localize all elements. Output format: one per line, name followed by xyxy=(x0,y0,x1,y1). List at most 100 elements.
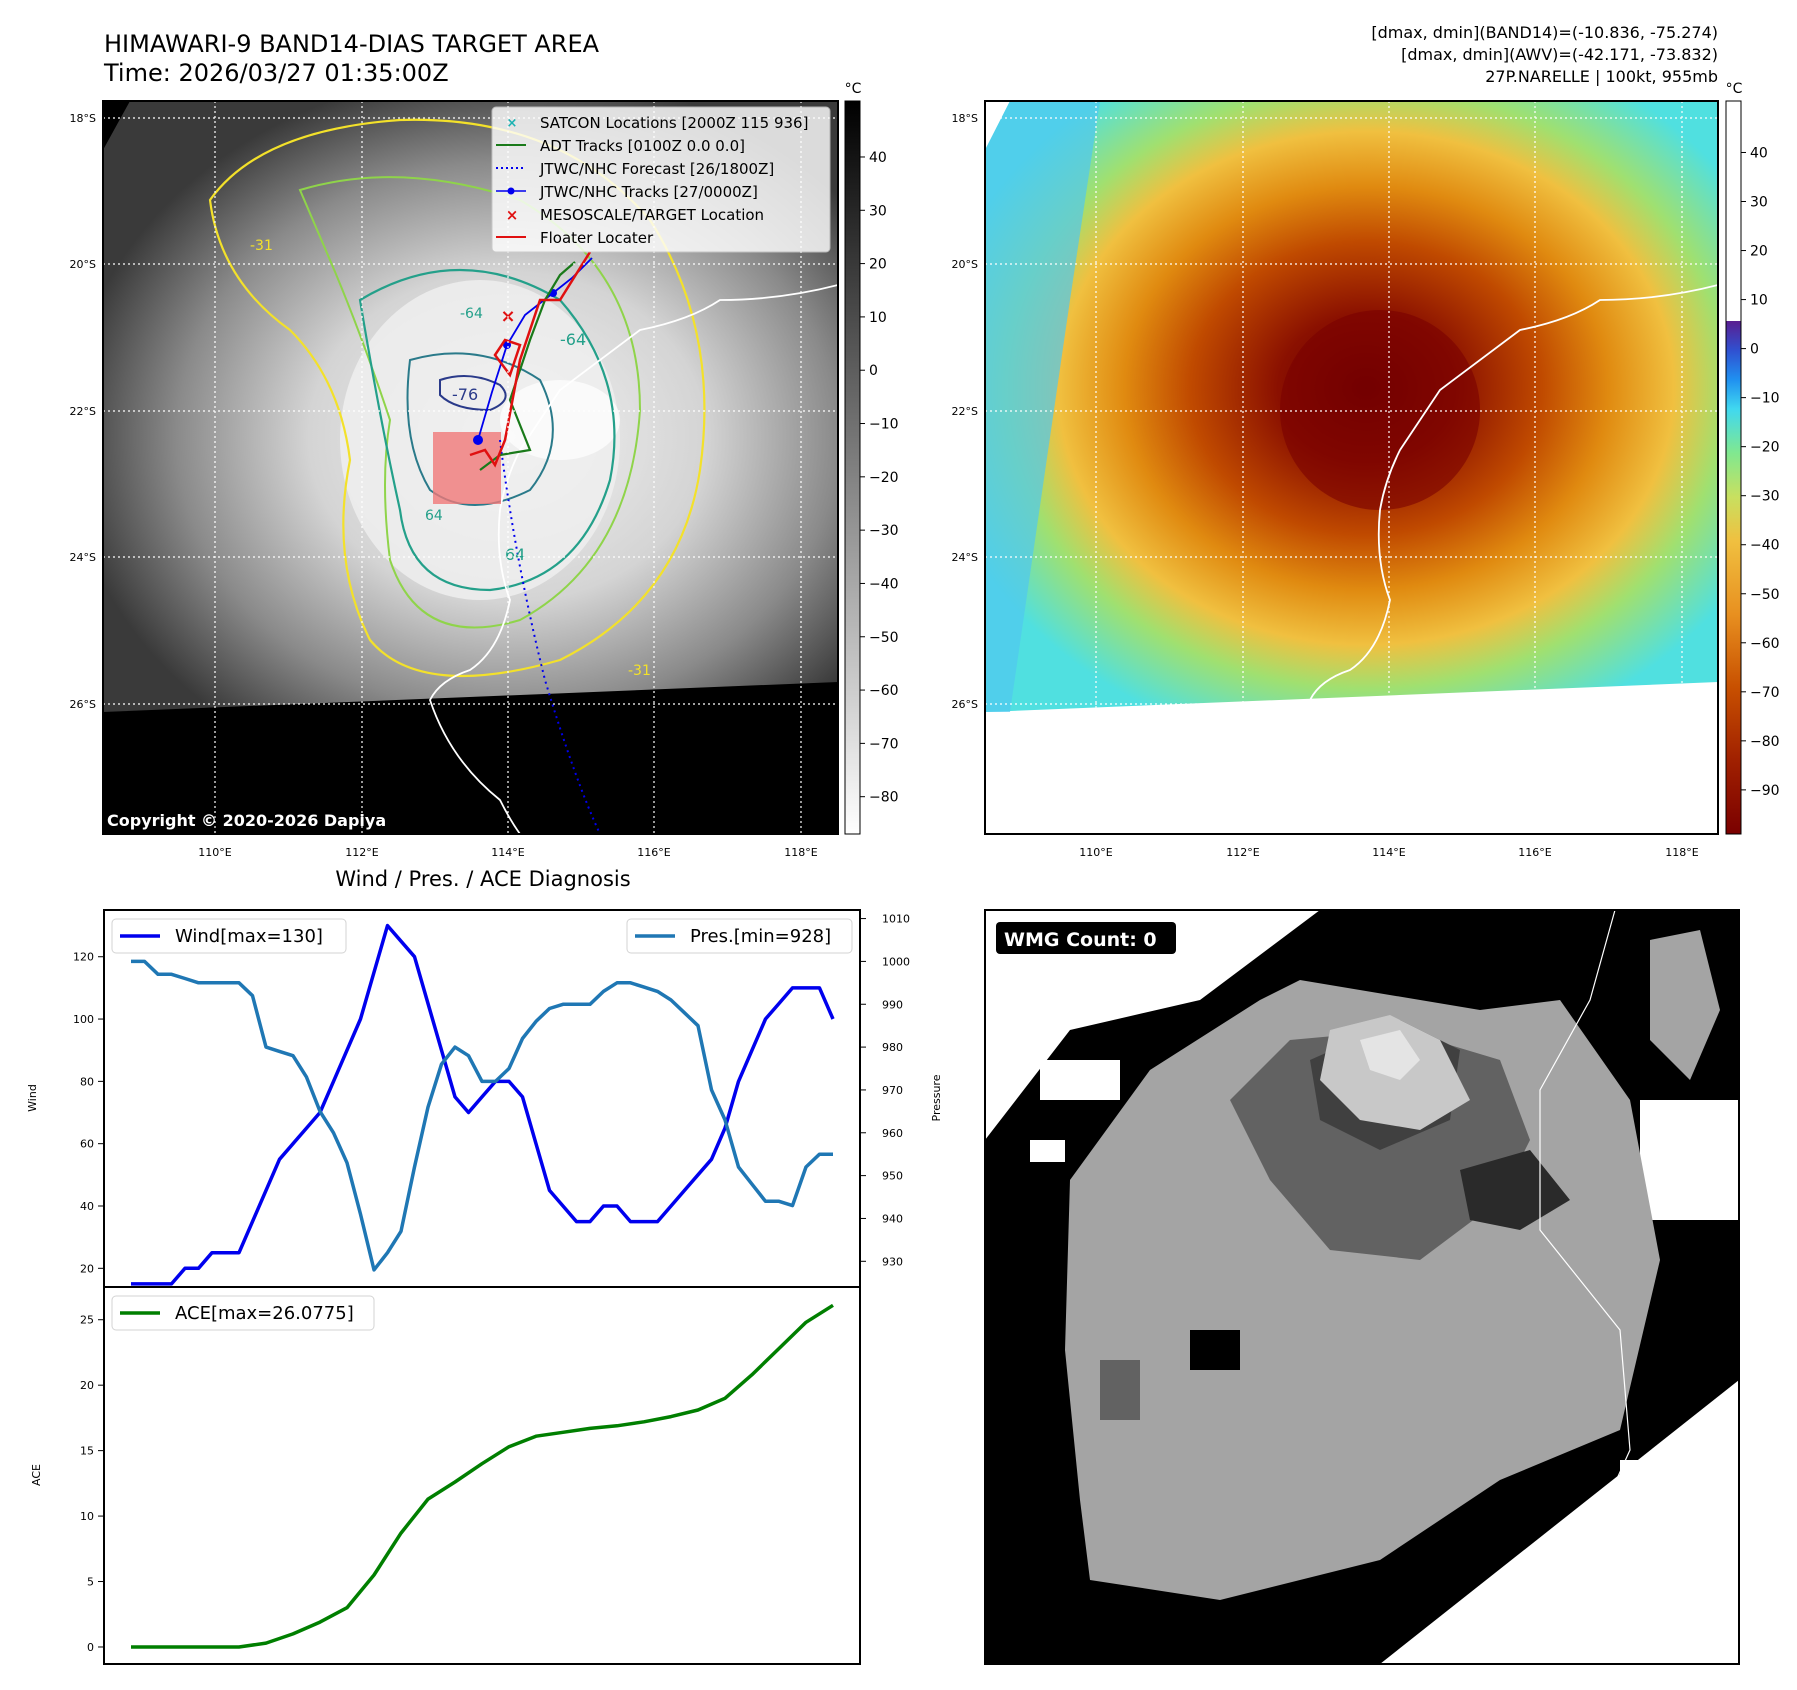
svg-text:116°E: 116°E xyxy=(637,846,670,859)
legend-item-adt: ADT Tracks [0100Z 0.0 0.0] xyxy=(496,137,745,155)
svg-text:26°S: 26°S xyxy=(952,698,978,711)
svg-text:20°S: 20°S xyxy=(70,258,96,271)
wind-pressure-plot: 20 40 60 80 100 120 930 940 950 960 970 980 990 1000 1… xyxy=(26,909,943,1288)
legend-item-forecast: JTWC/NHC Forecast [26/1800Z] xyxy=(496,160,774,178)
ir-colorbar-tick-label: −70 xyxy=(869,736,899,752)
wmg-count-badge xyxy=(996,922,1176,954)
wind-series-line xyxy=(131,923,835,1286)
figure-title: HIMAWARI-9 BAND14-DIAS TARGET AREA xyxy=(104,30,600,58)
jtwc-track xyxy=(477,257,593,441)
ace-legend: ACE[max=26.0775] xyxy=(111,1295,375,1331)
svg-text:×: × xyxy=(507,116,518,131)
pressure-tick-label: 950 xyxy=(882,1170,903,1183)
pressure-tick-label: 940 xyxy=(882,1212,903,1225)
svg-text:118°E: 118°E xyxy=(784,846,817,859)
awv-map xyxy=(984,100,1719,835)
ace-tick-label: 15 xyxy=(80,1445,94,1458)
legend-item-satcon: × SATCON Locations [2000Z 115 936] xyxy=(507,114,809,132)
awv-colorbar-tick-label: 0 xyxy=(1750,342,1759,358)
pressure-legend-label: Pres.[min=928] xyxy=(690,926,831,947)
svg-text:×: × xyxy=(506,206,519,224)
svg-text:26°S: 26°S xyxy=(70,698,96,711)
awv-colorbar-tick-label: −60 xyxy=(1750,636,1780,652)
svg-text:24°S: 24°S xyxy=(952,551,978,564)
ir-colorbar-tick-label: 10 xyxy=(869,310,887,326)
svg-text:118°E: 118°E xyxy=(1665,846,1698,859)
awv-colorbar-tick-label: −10 xyxy=(1750,391,1780,407)
svg-text:20°S: 20°S xyxy=(952,258,978,271)
svg-text:112°E: 112°E xyxy=(345,846,378,859)
copyright: Copyright © 2020-2026 Dapiya xyxy=(107,811,386,830)
awv-colorbar-tick-label: 30 xyxy=(1750,195,1768,211)
legend-item-jtwc-tracks: JTWC/NHC Tracks [27/0000Z] xyxy=(496,183,758,201)
awv-colorbar: °C 40 30 20 10 0 −10 −20 −30 −40 −50 −60 −70 −80 −90 xyxy=(1725,81,1780,835)
wmg-panel: WMG Count: 0 xyxy=(984,909,1740,1665)
contour-64 xyxy=(358,269,616,592)
target-area-box xyxy=(433,432,501,504)
floater-box xyxy=(493,338,522,378)
awv-colorbar-tick-label: −40 xyxy=(1750,538,1780,554)
ace-tick-label: 0 xyxy=(87,1641,94,1654)
jtwc-track-point xyxy=(473,435,483,445)
ir-gridlines xyxy=(103,101,838,834)
wmg-coastline xyxy=(1539,910,1631,1641)
awv-colorbar-tick-label: −30 xyxy=(1750,489,1780,505)
svg-text:24°S: 24°S xyxy=(70,551,96,564)
awv-lon-labels: 110°E 112°E 114°E 116°E 118°E xyxy=(1079,846,1698,859)
contour-label: -76 xyxy=(452,385,478,404)
svg-text:110°E: 110°E xyxy=(198,846,231,859)
pressure-series-line xyxy=(131,959,833,1272)
wind-tick-label: 60 xyxy=(80,1138,94,1151)
pressure-axis-title: Pressure xyxy=(930,1074,943,1121)
awv-coastline xyxy=(1309,284,1718,701)
svg-text:114°E: 114°E xyxy=(1372,846,1405,859)
wind-legend: Wind[max=130] xyxy=(111,918,347,954)
coastline xyxy=(429,284,838,834)
awv-colorbar-tick-label: −20 xyxy=(1750,440,1780,456)
ace-tick-label: 20 xyxy=(80,1379,94,1392)
svg-text:JTWC/NHC Tracks [27/0000Z]: JTWC/NHC Tracks [27/0000Z] xyxy=(539,183,758,201)
awv-gridlines xyxy=(985,101,1718,834)
svg-text:116°E: 116°E xyxy=(1518,846,1551,859)
awv-lat-labels: 18°S 20°S 22°S 24°S 26°S xyxy=(952,112,978,711)
ace-tick-label: 25 xyxy=(80,1314,94,1327)
awv-colorbar-tick-label: 20 xyxy=(1750,244,1768,260)
pressure-tick-label: 970 xyxy=(882,1084,903,1097)
awv-colorbar-unit: °C xyxy=(1726,81,1743,97)
svg-text:112°E: 112°E xyxy=(1226,846,1259,859)
ace-legend-label: ACE[max=26.0775] xyxy=(175,1303,354,1324)
adt-track xyxy=(479,261,576,471)
ir-colorbar-tick-label: 0 xyxy=(869,363,878,379)
ir-colorbar-unit: °C xyxy=(845,81,862,97)
storm-info: 27P.NARELLE | 100kt, 955mb xyxy=(1485,67,1718,86)
ir-colorbar-tick-label: 30 xyxy=(869,203,887,219)
ir-colorbar-tick-label: −40 xyxy=(869,576,899,592)
ir-lon-labels: 110°E 112°E 114°E 116°E 118°E xyxy=(198,846,817,859)
diagnosis-title: Wind / Pres. / ACE Diagnosis xyxy=(335,867,630,891)
ir-colorbar-ticks: 40 30 20 10 0 −10 −20 −30 −40 −50 −60 −70 −80 xyxy=(860,150,899,806)
svg-text:ADT Tracks [0100Z 0.0 0.0]: ADT Tracks [0100Z 0.0 0.0] xyxy=(540,137,745,155)
dmax-band14: [dmax, dmin](BAND14)=(-10.836, -75.274) xyxy=(1371,23,1718,42)
ir-colorbar-tick-label: −10 xyxy=(869,417,899,433)
contour-76 xyxy=(439,375,507,412)
ir-colorbar-tick-label: 20 xyxy=(869,257,887,273)
pressure-tick-label: 960 xyxy=(882,1127,903,1140)
jtwc-forecast-track xyxy=(499,439,601,834)
svg-text:Floater Locater: Floater Locater xyxy=(540,229,654,247)
svg-text:22°S: 22°S xyxy=(952,405,978,418)
wmg-imagery xyxy=(985,910,1739,1664)
contour-label: -64 xyxy=(460,306,483,322)
ir-colorbar-tick-label: −50 xyxy=(869,630,899,646)
contour-label: 64 xyxy=(425,508,443,524)
ir-colorbar-tick-label: 40 xyxy=(869,150,887,166)
pressure-tick-label: 990 xyxy=(882,998,903,1011)
ir-colorbar-tick-label: −80 xyxy=(869,790,899,806)
wind-tick-label: 40 xyxy=(80,1200,94,1213)
wind-tick-label: 80 xyxy=(80,1075,94,1088)
jtwc-track-point xyxy=(503,341,511,349)
svg-text:110°E: 110°E xyxy=(1079,846,1112,859)
svg-text:22°S: 22°S xyxy=(70,405,96,418)
ace-series-line xyxy=(131,1303,834,1649)
ir-lat-labels: 18°S 20°S 22°S 24°S 26°S xyxy=(70,112,96,711)
ir-colorbar: °C 40 30 20 10 0 −10 −20 −30 −40 −50 −60 −70 −80 xyxy=(844,81,899,835)
